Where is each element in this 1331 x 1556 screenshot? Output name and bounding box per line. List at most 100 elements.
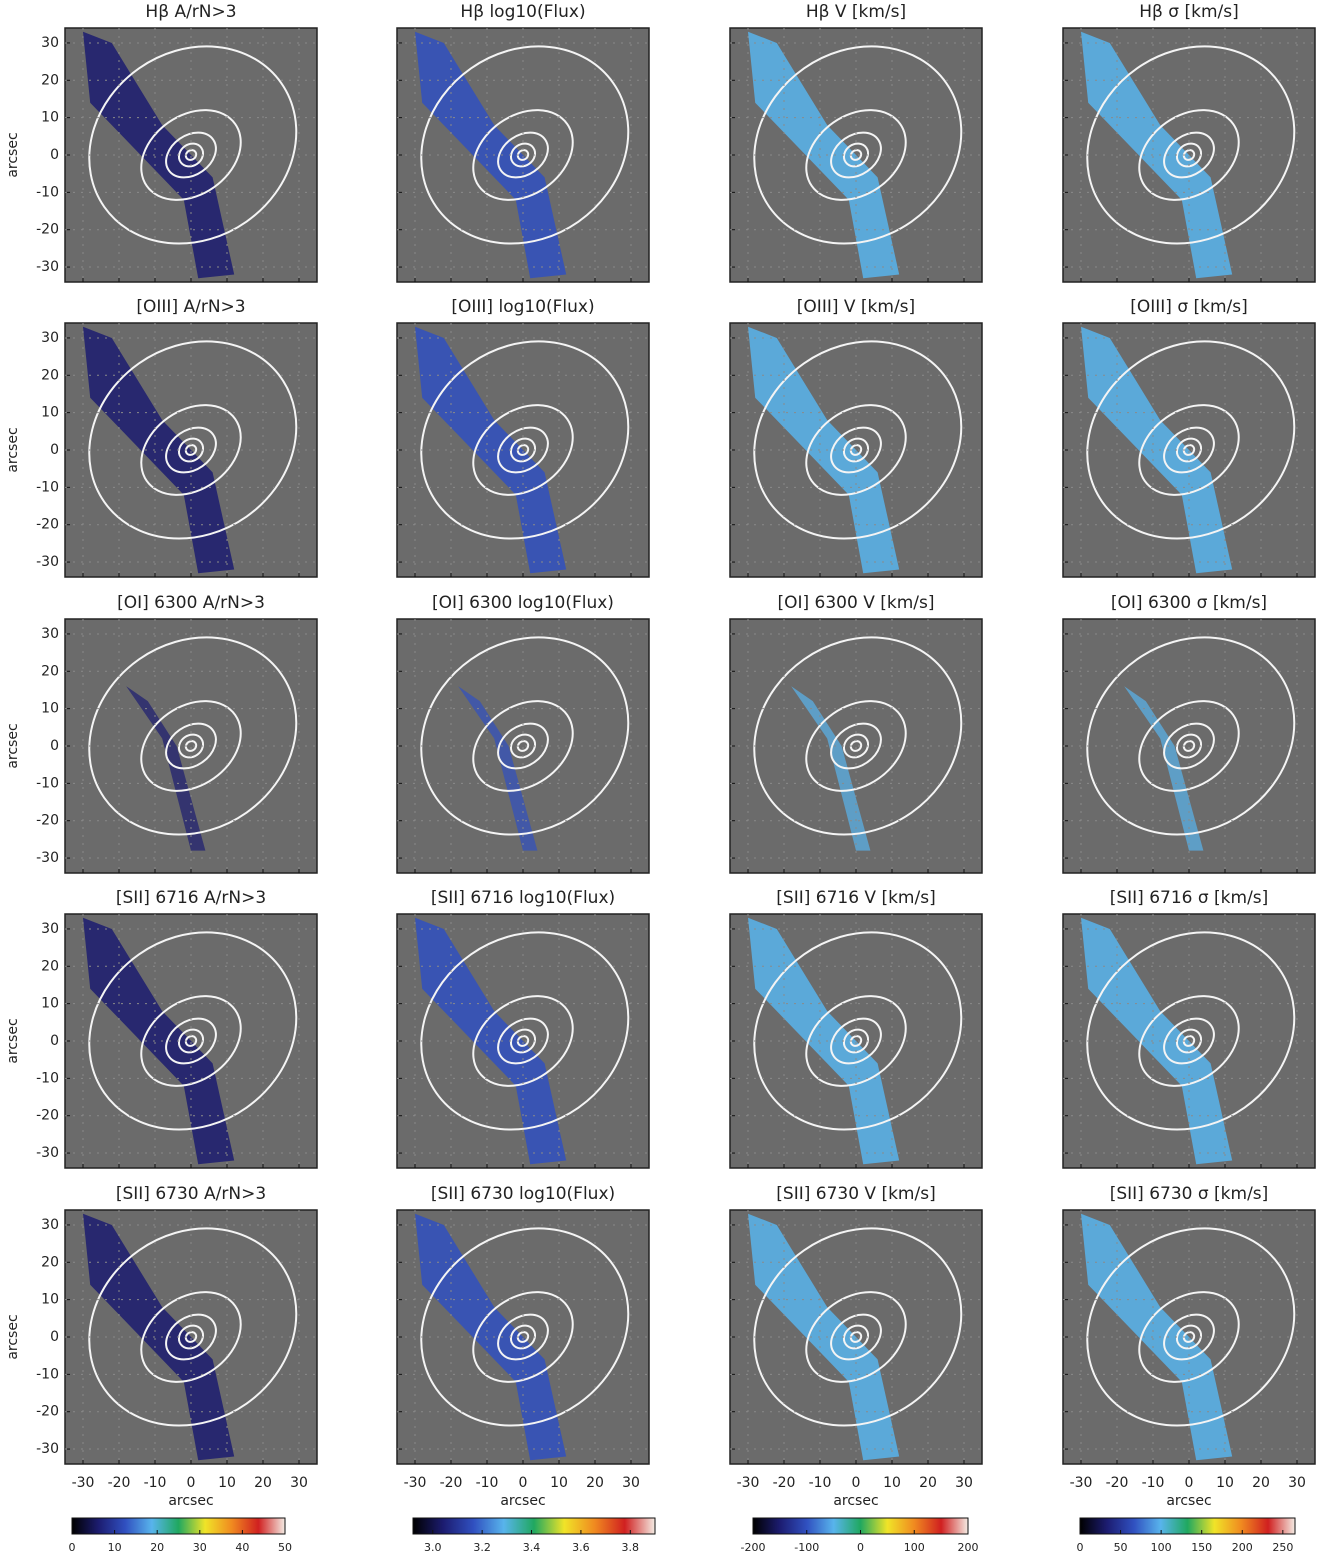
emission-region <box>415 1213 630 1461</box>
isophote-contour <box>516 1331 530 1343</box>
isophote-contour <box>509 1028 537 1054</box>
x-tick-label: 30 <box>1288 1475 1306 1491</box>
x-tick-label: -30 <box>72 1475 95 1491</box>
isophote-contour <box>140 1291 242 1383</box>
isophote-contour <box>1086 340 1296 540</box>
emission-region <box>415 326 630 574</box>
x-axis-label: arcsec <box>833 1493 878 1509</box>
isophote-contour <box>420 636 630 836</box>
y-axis-label: arcsec <box>5 132 21 177</box>
colorbar-tick-label: 3.6 <box>572 1541 590 1554</box>
emission-region <box>1081 326 1296 574</box>
y-tick-label: -30 <box>36 1145 59 1161</box>
isophote-contour <box>177 733 205 759</box>
isophote-contour <box>420 931 630 1131</box>
panel-title: [SII] 6730 log10(Flux) <box>431 1184 615 1204</box>
isophote-contour <box>1175 1028 1203 1054</box>
x-tick-label: 20 <box>586 1475 604 1491</box>
x-tick-label: -20 <box>440 1475 463 1491</box>
panel-title: [OIII] V [km/s] <box>797 297 915 317</box>
isophote-contour <box>1138 1291 1240 1383</box>
isophote-contour <box>472 1291 574 1383</box>
panel-title: [SII] 6716 V [km/s] <box>776 888 935 908</box>
isophote-contour <box>165 131 217 179</box>
y-tick-label: -30 <box>36 1441 59 1457</box>
panel-title: [OIII] σ [km/s] <box>1130 297 1248 317</box>
isophote-contour <box>420 45 630 245</box>
emission-region <box>83 326 298 574</box>
y-axis-label: arcsec <box>5 427 21 472</box>
isophote-contour <box>177 437 205 463</box>
panel-title: [OI] 6300 A/rN>3 <box>117 593 265 613</box>
isophote-contour <box>1138 995 1240 1087</box>
isophote-contour <box>497 1017 549 1065</box>
isophote-contour <box>165 426 217 474</box>
colorbar-tick-label: 0 <box>1077 1541 1084 1554</box>
y-tick-label: -10 <box>36 1070 59 1086</box>
isophote-contour <box>805 995 907 1087</box>
y-tick-label: -20 <box>36 1404 59 1420</box>
panel-title: Hβ A/rN>3 <box>145 2 236 22</box>
y-tick-label: -10 <box>36 775 59 791</box>
colorbar-tick-label: -200 <box>741 1541 766 1554</box>
isophote-contour <box>1086 45 1296 245</box>
isophote-contour <box>497 426 549 474</box>
isophote-contour <box>842 437 870 463</box>
colorbar-tick-label: 3.8 <box>622 1541 640 1554</box>
y-tick-label: -30 <box>36 259 59 275</box>
isophote-contour <box>497 131 549 179</box>
y-tick-label: 10 <box>41 110 59 126</box>
emission-region <box>748 917 963 1165</box>
y-tick-label: -30 <box>36 554 59 570</box>
isophote-contour <box>805 700 907 792</box>
x-tick-label: 10 <box>1216 1475 1234 1491</box>
y-tick-label: -20 <box>36 222 59 238</box>
isophote-contour <box>88 340 298 540</box>
isophote-contour <box>165 1017 217 1065</box>
x-axis-label: arcsec <box>1166 1493 1211 1509</box>
isophote-contour <box>472 404 574 496</box>
colorbar-tick-label: 250 <box>1272 1541 1293 1554</box>
x-tick-label: 0 <box>187 1475 196 1491</box>
panel-title: [SII] 6730 σ [km/s] <box>1110 1184 1269 1204</box>
emission-region <box>415 917 630 1165</box>
y-tick-label: -30 <box>36 850 59 866</box>
x-tick-label: -30 <box>404 1475 427 1491</box>
isophote-contour <box>1182 149 1196 161</box>
emission-region <box>753 636 963 851</box>
emission-region <box>1086 636 1296 851</box>
colorbar-tick-label: 20 <box>150 1541 164 1554</box>
x-tick-label: -10 <box>144 1475 167 1491</box>
emission-region <box>748 31 963 279</box>
isophote-contour <box>1163 131 1215 179</box>
y-tick-label: 30 <box>41 330 59 346</box>
isophote-contour <box>472 700 574 792</box>
isophote-contour <box>497 722 549 770</box>
isophote-contour <box>753 340 963 540</box>
isophote-contour <box>509 1324 537 1350</box>
isophote-contour <box>1175 142 1203 168</box>
x-tick-label: 10 <box>550 1475 568 1491</box>
colorbar <box>412 1517 656 1535</box>
y-tick-label: 10 <box>41 701 59 717</box>
colorbar-tick-label: 30 <box>193 1541 207 1554</box>
isophote-contour <box>516 740 530 752</box>
isophote-contour <box>842 1028 870 1054</box>
x-tick-label: -30 <box>1070 1475 1093 1491</box>
y-tick-label: 30 <box>41 921 59 937</box>
y-tick-label: 20 <box>41 958 59 974</box>
isophote-contour <box>165 722 217 770</box>
isophote-contour <box>830 426 882 474</box>
x-tick-label: 20 <box>919 1475 937 1491</box>
isophote-contour <box>805 404 907 496</box>
isophote-contour <box>842 1324 870 1350</box>
isophote-contour <box>516 1035 530 1047</box>
isophote-contour <box>420 340 630 540</box>
colorbar-tick-label: 10 <box>108 1541 122 1554</box>
panel-title: Hβ log10(Flux) <box>460 2 585 22</box>
emission-region <box>420 636 630 851</box>
panel-title: [SII] 6730 A/rN>3 <box>116 1184 266 1204</box>
colorbar-tick-label: 0 <box>69 1541 76 1554</box>
isophote-contour <box>184 444 198 456</box>
isophote-contour <box>1175 733 1203 759</box>
